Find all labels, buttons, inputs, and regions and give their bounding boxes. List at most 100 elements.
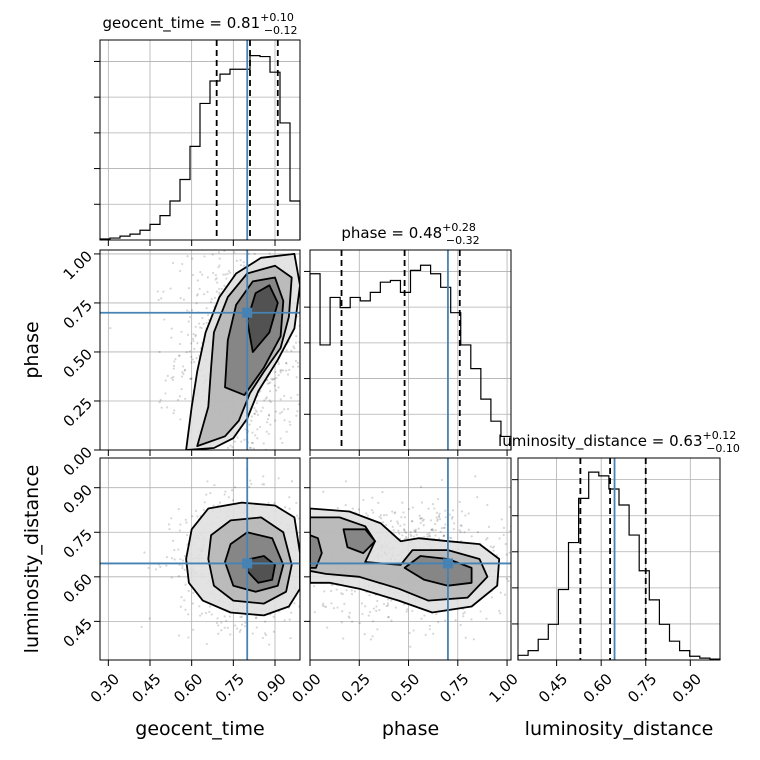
panel-geocent-time-vs-phase-scatter-point [248, 242, 250, 244]
panel-phase-vs-luminosity-distance-scatter-point [432, 529, 435, 532]
panel-phase-vs-luminosity-distance-scatter-point [464, 514, 467, 517]
panel-phase-vs-luminosity-distance-scatter-point [348, 616, 351, 619]
panel-geocent-time-vs-phase-scatter-point [206, 242, 208, 244]
panel-phase-vs-luminosity-distance-scatter-point [390, 599, 393, 602]
panel-geocent-time-vs-phase-scatter-point [181, 371, 184, 374]
panel-geocent-time-vs-phase-scatter-point [173, 360, 176, 363]
panel-geocent-time-vs-luminosity-distance-scatter-point [140, 625, 143, 629]
hist-phase-steps [309, 264, 512, 450]
panel-geocent-time-vs-phase-scatter-point [205, 307, 208, 310]
panel-geocent-time-vs-phase-scatter-point [227, 269, 231, 272]
panel-phase-vs-luminosity-distance-scatter-point [403, 530, 406, 533]
panel-geocent-time-vs-luminosity-distance-scatter-point [283, 619, 286, 622]
panel-geocent-time-vs-phase-scatter-point [279, 371, 282, 374]
panel-geocent-time-vs-luminosity-distance-scatter-point [230, 489, 234, 492]
panel-phase-vs-luminosity-distance-xtick-label-3: 0.75 [436, 670, 472, 706]
panel-geocent-time-vs-phase-scatter-point [285, 362, 288, 365]
hist-geocent-time-frame [99, 39, 301, 241]
panel-geocent-time-vs-phase-scatter-point [286, 373, 290, 376]
panel-geocent-time-vs-luminosity-distance-ytick-label-2: 0.75 [60, 526, 96, 562]
panel-phase-vs-luminosity-distance-scatter-point [371, 496, 374, 499]
panel-geocent-time-vs-phase-scatter-point [247, 252, 250, 256]
panel-geocent-time-vs-phase-scatter-point [162, 290, 165, 293]
panel-phase-vs-luminosity-distance-scatter-point [382, 514, 386, 517]
panel-geocent-time-vs-luminosity-distance-scatter-point [223, 493, 226, 496]
panel-geocent-time-vs-phase-scatter-point [190, 309, 194, 312]
panel-phase-vs-luminosity-distance-scatter-point [408, 631, 411, 635]
panel-geocent-time-vs-phase-scatter-point [285, 349, 288, 352]
panel-phase-vs-luminosity-distance-scatter-point [440, 478, 444, 482]
panel-phase-vs-luminosity-distance-frame [309, 457, 512, 661]
panel-phase-vs-luminosity-distance-scatter-point [424, 633, 427, 637]
panel-geocent-time-vs-phase-scatter-point [275, 389, 278, 392]
panel-geocent-time-vs-phase-scatter-point [184, 397, 187, 400]
panel-geocent-time-vs-phase-scatter-point [251, 431, 254, 434]
panel-geocent-time-vs-luminosity-distance-scatter-point [293, 602, 296, 605]
panel-geocent-time-vs-luminosity-distance-scatter-point [231, 499, 234, 502]
panel-geocent-time-vs-phase-scatter-point [217, 266, 220, 269]
panel-geocent-time-vs-phase-scatter-point [170, 327, 173, 330]
panel-geocent-time-vs-phase-scatter-point [233, 251, 236, 254]
panel-phase-vs-luminosity-distance-scatter-point [304, 544, 306, 546]
panel-phase-vs-luminosity-distance-scatter-point [505, 577, 508, 580]
panel-geocent-time-vs-phase-scatter-point [289, 423, 292, 426]
panel-geocent-time-vs-luminosity-distance-scatter-point [191, 602, 195, 605]
panel-phase-vs-luminosity-distance-scatter-point [502, 533, 505, 537]
panel-geocent-time-vs-phase-scatter-point [163, 318, 166, 321]
panel-phase-vs-luminosity-distance-scatter-point [437, 537, 441, 540]
panel-phase-vs-luminosity-distance-scatter-point [345, 589, 348, 592]
panel-geocent-time-vs-luminosity-distance-scatter-point [184, 583, 187, 586]
panel-phase-vs-luminosity-distance-scatter-point [405, 531, 408, 534]
panel-phase-vs-luminosity-distance-scatter-point [452, 527, 455, 531]
hist-luminosity-distance-xtick-label-2: 0.75 [624, 670, 660, 706]
panel-geocent-time-vs-phase-scatter-point [253, 412, 256, 415]
panel-geocent-time-vs-phase-scatter-point [256, 437, 259, 440]
panel-geocent-time-vs-phase-scatter-point [271, 455, 273, 457]
panel-geocent-time-vs-phase-scatter-point [191, 257, 194, 260]
panel-geocent-time-vs-phase-scatter-point [267, 413, 271, 416]
panel-phase-vs-luminosity-distance-scatter-point [491, 546, 494, 549]
panel-geocent-time-vs-phase-scatter-point [187, 452, 189, 454]
panel-geocent-time-vs-luminosity-distance-scatter-point [290, 480, 294, 483]
panel-phase-vs-luminosity-distance-scatter-point [371, 635, 374, 638]
panel-geocent-time-vs-luminosity-distance-scatter-point [220, 629, 223, 632]
panel-geocent-time-vs-phase-scatter-point [254, 409, 257, 412]
panel-phase-vs-luminosity-distance-scatter-point [387, 616, 390, 619]
panel-geocent-time-vs-phase-scatter-point [280, 410, 283, 414]
panel-phase-vs-luminosity-distance-scatter-point [460, 524, 463, 528]
panel-phase-vs-luminosity-distance-scatter-point [459, 530, 462, 534]
panel-geocent-time-vs-luminosity-distance-scatter-point [165, 556, 168, 559]
panel-phase-vs-luminosity-distance-scatter-point [307, 550, 309, 552]
panel-geocent-time-vs-phase-scatter-point [282, 369, 285, 372]
panel-geocent-time-vs-luminosity-distance-scatter-point [184, 608, 187, 611]
panel-geocent-time-vs-phase-scatter-point [231, 446, 234, 449]
panel-geocent-time-vs-luminosity-distance-scatter-point [208, 605, 212, 608]
panel-phase-vs-luminosity-distance-scatter-point [340, 592, 343, 595]
panel-geocent-time-vs-luminosity-distance-scatter-point [248, 485, 251, 488]
panel-phase-vs-luminosity-distance-scatter-point [390, 619, 393, 622]
panel-geocent-time-vs-phase-scatter-point [186, 309, 189, 312]
panel-phase-vs-luminosity-distance-scatter-point [368, 610, 372, 614]
panel-geocent-time-vs-phase-scatter-point [164, 392, 167, 395]
panel-phase-vs-luminosity-distance-scatter-point [366, 514, 369, 517]
panel-geocent-time-vs-luminosity-distance-frame [99, 457, 301, 661]
panel-geocent-time-vs-luminosity-distance-scatter-point [223, 615, 226, 618]
panel-geocent-time-vs-phase-scatter-point [181, 365, 185, 368]
panel-phase-vs-luminosity-distance-scatter-point [402, 511, 405, 514]
panel-phase-vs-luminosity-distance-scatter-point [421, 519, 424, 522]
panel-geocent-time-vs-phase-scatter-point [263, 399, 266, 402]
panel-phase-vs-luminosity-distance-scatter-point [376, 599, 379, 603]
panel-geocent-time-vs-phase-scatter-point [285, 369, 288, 372]
panel-phase-vs-luminosity-distance-xtick-label-4: 1.00 [485, 670, 521, 706]
hist-phase-title-main: phase = 0.48 [341, 224, 442, 242]
panel-geocent-time-vs-phase-scatter-point [212, 271, 215, 275]
panel-phase-vs-luminosity-distance-scatter-point [375, 605, 378, 608]
panel-geocent-time-vs-phase-scatter-point [194, 335, 197, 338]
panel-geocent-time-vs-phase-scatter-point [109, 327, 112, 330]
panel-geocent-time-vs-luminosity-distance-scatter-point [251, 632, 254, 635]
panel-geocent-time-vs-luminosity-distance-scatter-point [215, 621, 219, 625]
panel-phase-vs-luminosity-distance-scatter-point [487, 525, 491, 528]
panel-geocent-time-vs-phase-scatter-point [294, 359, 297, 362]
panel-geocent-time-vs-phase-scatter-point [215, 290, 218, 293]
panel-geocent-time-vs-phase-scatter-point [179, 296, 182, 300]
